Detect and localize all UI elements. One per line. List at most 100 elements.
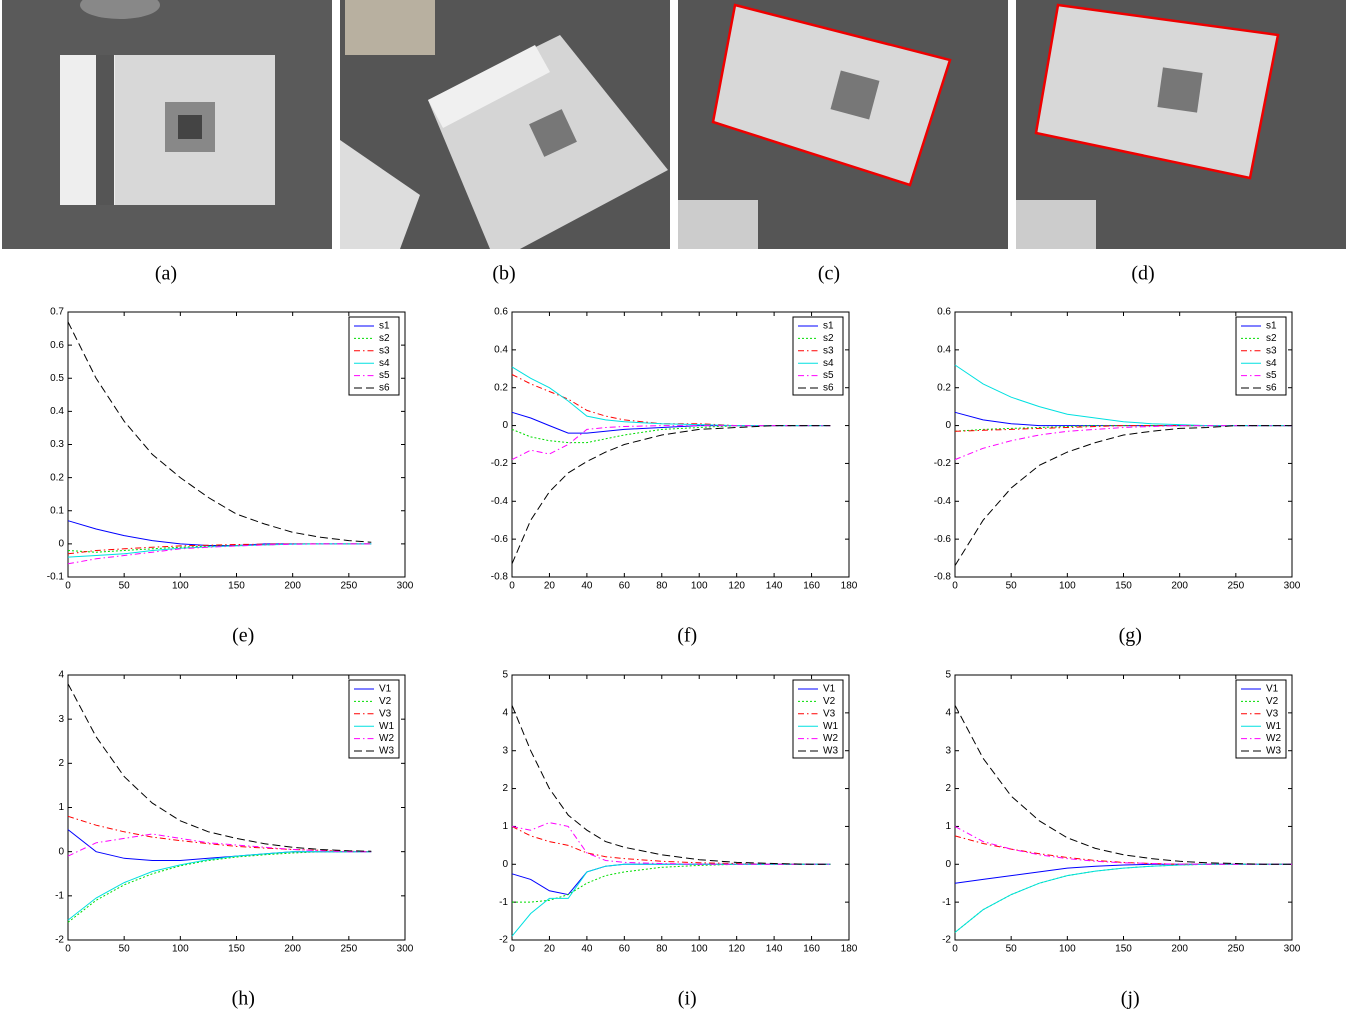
y-tick-label: 0.1 (50, 505, 64, 516)
legend-box (792, 316, 844, 396)
legend-label: V3 (1266, 708, 1279, 719)
y-tick-label: 1 (945, 821, 951, 832)
x-tick-label: 160 (803, 944, 820, 955)
legend-label: s5 (379, 370, 390, 381)
caption: (d) (1131, 263, 1154, 285)
x-tick-label: 50 (119, 944, 131, 955)
legend-label: s2 (379, 333, 390, 344)
x-tick-label: 60 (619, 581, 631, 592)
y-tick-label: 0.6 (937, 307, 951, 318)
x-tick-label: 100 (172, 581, 189, 592)
caption: (h) (232, 988, 255, 1010)
legend-label: s5 (823, 370, 834, 381)
x-tick-label: 200 (1171, 944, 1188, 955)
y-tick-label: 3 (502, 745, 508, 756)
x-tick-label: 200 (284, 944, 301, 955)
series-line (67, 833, 372, 857)
legend-label: s4 (823, 358, 834, 369)
legend-box (348, 679, 400, 759)
y-tick-label: 0.2 (937, 382, 951, 393)
y-tick-label: 0.2 (494, 382, 508, 393)
y-tick-label: 3 (945, 745, 951, 756)
x-tick-label: 40 (581, 944, 593, 955)
caption: (a) (155, 263, 177, 285)
x-tick-label: 180 (841, 944, 858, 955)
y-tick-label: -2 (499, 935, 508, 946)
y-tick-label: 4 (58, 670, 64, 681)
series-line (511, 425, 831, 461)
y-tick-label: -0.4 (934, 496, 952, 507)
series-line (67, 543, 372, 565)
legend-label: s4 (1266, 358, 1277, 369)
legend-box (792, 679, 844, 759)
legend-label: V2 (823, 696, 836, 707)
series-line (67, 683, 372, 852)
x-tick-label: 80 (656, 944, 668, 955)
series-line (511, 705, 831, 865)
x-tick-label: 50 (1006, 944, 1018, 955)
y-tick-label: 0 (945, 859, 951, 870)
x-tick-label: 40 (581, 581, 593, 592)
y-tick-label: 0 (58, 539, 64, 550)
legend-label: s3 (379, 345, 390, 356)
y-tick-label: 2 (58, 758, 64, 769)
x-tick-label: 80 (656, 581, 668, 592)
series-line (511, 822, 831, 865)
y-tick-label: -0.6 (934, 534, 952, 545)
x-tick-label: 50 (119, 581, 131, 592)
y-tick-label: -0.8 (491, 572, 509, 583)
y-tick-label: 5 (502, 670, 508, 681)
series-line (954, 425, 1292, 461)
x-tick-label: 100 (691, 944, 708, 955)
x-tick-label: 0 (509, 581, 515, 592)
x-tick-label: 0 (952, 944, 958, 955)
x-tick-label: 200 (284, 581, 301, 592)
legend-label: s1 (823, 321, 834, 332)
legend-label: W3 (379, 746, 394, 757)
x-tick-label: 120 (728, 944, 745, 955)
y-tick-label: -0.1 (47, 572, 65, 583)
x-tick-label: 100 (1059, 944, 1076, 955)
legend-label: W2 (823, 733, 838, 744)
legend-label: s5 (1266, 370, 1277, 381)
y-tick-label: 0 (58, 846, 64, 857)
y-tick-label: -0.2 (934, 458, 952, 469)
y-tick-label: 0 (945, 420, 951, 431)
legend-box (348, 316, 400, 396)
legend-label: V1 (1266, 684, 1279, 695)
x-tick-label: 140 (766, 581, 783, 592)
y-tick-label: -0.2 (491, 458, 509, 469)
y-tick-label: 0.2 (50, 472, 64, 483)
legend-label: W3 (1266, 746, 1281, 757)
legend-label: W1 (1266, 721, 1281, 732)
legend-box (1235, 316, 1287, 396)
legend-label: s3 (823, 345, 834, 356)
x-tick-label: 300 (397, 581, 414, 592)
y-tick-label: 4 (502, 707, 508, 718)
x-tick-label: 20 (544, 581, 556, 592)
legend-label: V3 (379, 708, 392, 719)
legend-label: V1 (379, 684, 392, 695)
legend-label: V3 (823, 708, 836, 719)
caption: (g) (1119, 625, 1142, 647)
photo-b (340, 0, 670, 249)
x-tick-label: 0 (952, 581, 958, 592)
caption: (f) (677, 625, 697, 647)
x-tick-label: 20 (544, 944, 556, 955)
caption: (b) (492, 263, 515, 285)
legend-label: s6 (1266, 383, 1277, 394)
y-tick-label: -1 (55, 890, 64, 901)
y-tick-label: 0.4 (494, 344, 508, 355)
x-tick-label: 0 (65, 944, 71, 955)
x-tick-label: 160 (803, 581, 820, 592)
photo-a (2, 0, 332, 249)
x-tick-label: 150 (228, 944, 245, 955)
legend-label: V1 (823, 684, 836, 695)
series-line (67, 321, 372, 543)
x-tick-label: 300 (1284, 944, 1301, 955)
y-tick-label: -2 (942, 935, 951, 946)
x-tick-label: 250 (1227, 581, 1244, 592)
